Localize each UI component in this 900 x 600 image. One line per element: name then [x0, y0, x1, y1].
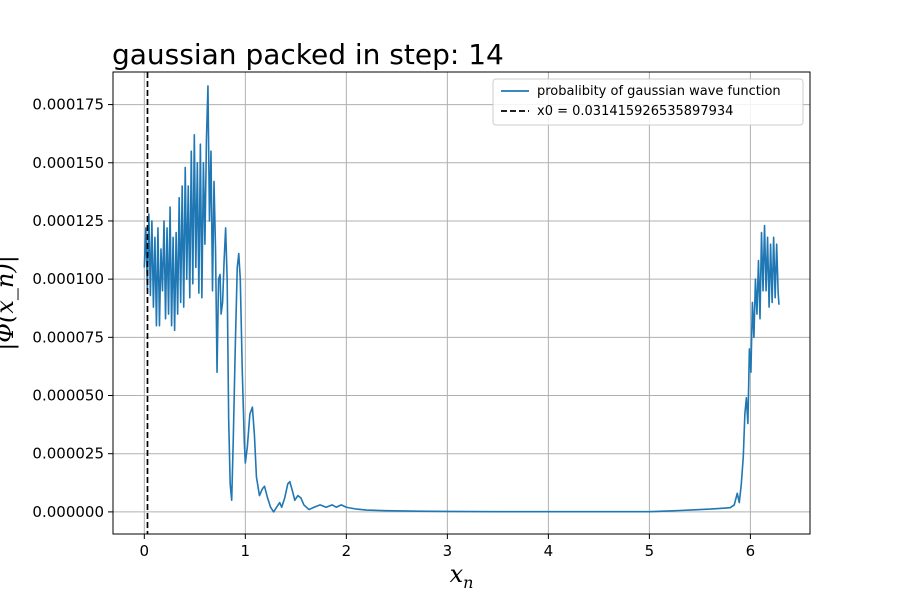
- y-tick-label: 0.000025: [32, 445, 104, 463]
- x-tick-label: 0: [140, 542, 150, 560]
- x-tick-label: 6: [746, 542, 756, 560]
- legend-label-series: probalibity of gaussian wave function: [537, 84, 781, 99]
- y-tick-label: 0.000100: [32, 270, 104, 288]
- y-tick-label: 0.000150: [32, 154, 104, 172]
- x-tick-label: 3: [443, 542, 453, 560]
- y-tick-label: 0.000050: [32, 387, 104, 405]
- x-tick-label: 4: [544, 542, 554, 560]
- y-tick-label: 0.000075: [32, 328, 104, 346]
- chart-title: gaussian packed in step: 14: [112, 38, 504, 71]
- x-tick-label: 2: [342, 542, 352, 560]
- legend: probalibity of gaussian wave function x0 …: [492, 78, 804, 126]
- y-axis-ticks: 0.000000 0.000025 0.000050 0.000075 0.000100…: [32, 96, 113, 521]
- y-axis-label: |Φ(x_n)|: [0, 255, 20, 351]
- x-tick-label: 5: [645, 542, 655, 560]
- y-tick-label: 0.000175: [32, 96, 104, 114]
- x-axis-label-text: xn: [450, 560, 474, 592]
- series-layer: [143, 72, 780, 534]
- legend-label-vline: x0 = 0.031415926535897934: [537, 104, 733, 119]
- x-axis-ticks: 0 1 2 3 4 5 6: [140, 534, 756, 560]
- series-line: [143, 85, 780, 513]
- legend-box: [492, 78, 804, 126]
- x-axis-label: xn: [450, 560, 474, 592]
- plot-frame: [112, 71, 811, 535]
- y-tick-label: 0.000125: [32, 212, 104, 230]
- x-tick-label: 1: [241, 542, 251, 560]
- y-tick-label: 0.000000: [32, 503, 104, 521]
- y-axis-label-text: |Φ(x_n)|: [0, 255, 20, 351]
